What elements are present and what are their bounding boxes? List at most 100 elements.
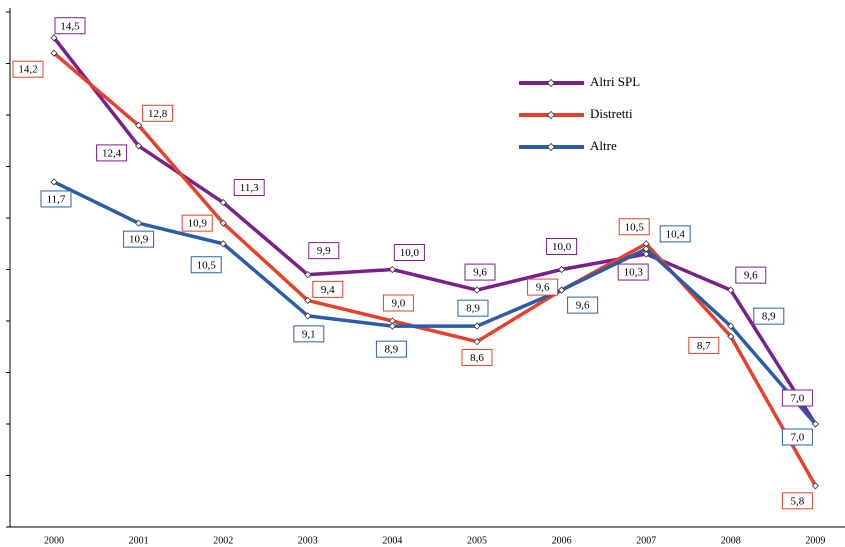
- x-tick-label: 2000: [44, 535, 64, 546]
- label-box: [567, 296, 599, 314]
- data-label: 12,4: [102, 147, 122, 159]
- point-marker: [811, 482, 819, 490]
- point-marker: [50, 49, 58, 57]
- point-marker: [642, 250, 650, 258]
- label-box: [382, 294, 414, 312]
- point-marker: [304, 296, 312, 304]
- point-marker: [50, 34, 58, 42]
- data-label: 10,3: [624, 267, 644, 279]
- data-label: 9,1: [302, 328, 316, 340]
- legend-label: Distretti: [590, 106, 633, 121]
- data-label: 8,9: [385, 344, 399, 356]
- data-label: 9,6: [744, 270, 758, 282]
- point-marker: [388, 265, 396, 274]
- data-label: 9,6: [473, 267, 487, 279]
- label-box: [753, 307, 785, 325]
- label-box: [781, 428, 813, 446]
- point-marker: [473, 338, 481, 346]
- data-label: 8,7: [697, 340, 711, 352]
- data-label: 10,9: [129, 234, 149, 246]
- label-box: [40, 190, 72, 208]
- x-tick-label: 2001: [129, 535, 149, 546]
- data-label: 5,8: [791, 495, 805, 507]
- data-label: 9,4: [321, 284, 335, 296]
- legend-marker: [546, 142, 556, 152]
- label-box: [688, 336, 720, 354]
- x-tick-label: 2008: [721, 535, 741, 546]
- label-box: [457, 299, 489, 317]
- point-marker: [727, 322, 735, 330]
- point-marker: [727, 332, 735, 341]
- data-label: 7,0: [791, 432, 805, 444]
- point-marker: [473, 322, 481, 330]
- x-tick-label: 2007: [636, 535, 656, 546]
- point-marker: [304, 271, 312, 279]
- point-marker: [135, 142, 143, 150]
- label-box: [54, 17, 86, 35]
- label-box: [546, 238, 578, 255]
- data-label: 10,0: [400, 247, 420, 259]
- data-label: 10,5: [625, 221, 645, 233]
- label-box: [464, 263, 496, 281]
- point-marker: [473, 286, 481, 294]
- data-label: 10,9: [188, 218, 208, 230]
- point-marker: [558, 265, 566, 274]
- point-marker: [642, 245, 650, 253]
- label-box: [293, 325, 325, 343]
- label-box: [781, 492, 813, 510]
- series-line: [53, 180, 817, 426]
- data-label: 11,3: [240, 182, 259, 194]
- label-box: [181, 214, 213, 232]
- x-tick-label: 2004: [382, 535, 402, 546]
- data-label: 10,0: [552, 241, 572, 253]
- data-label: 11,7: [47, 193, 66, 205]
- label-box: [142, 104, 174, 122]
- label-box: [393, 244, 425, 261]
- data-label: 10,4: [666, 228, 686, 240]
- point-marker: [388, 322, 396, 330]
- point-marker: [811, 420, 819, 428]
- label-box: [123, 230, 155, 248]
- label-box: [618, 218, 650, 236]
- point-marker: [558, 286, 566, 294]
- data-label: 7,0: [791, 393, 805, 405]
- label-box: [735, 266, 767, 284]
- point-marker: [219, 219, 227, 227]
- label-box: [96, 144, 128, 162]
- label-box: [312, 280, 344, 298]
- label-box: [233, 179, 265, 197]
- x-tick-label: 2003: [298, 535, 318, 546]
- x-tick-label: 2002: [213, 535, 233, 546]
- data-label: 12,8: [148, 108, 168, 120]
- series-line: [52, 51, 817, 487]
- label-box: [308, 242, 340, 260]
- data-label: 10,5: [197, 259, 217, 271]
- legend-label: Altre: [590, 138, 617, 153]
- label-box: [781, 389, 813, 407]
- legend-marker: [546, 78, 556, 88]
- point-marker: [135, 219, 143, 227]
- point-marker: [727, 286, 735, 294]
- data-label: 14,5: [60, 20, 80, 32]
- data-label: 8,9: [466, 303, 480, 315]
- point-marker: [219, 240, 227, 248]
- data-label: 9,9: [317, 245, 331, 257]
- legend-label: Altri SPL: [590, 74, 640, 89]
- data-label: 14,2: [18, 64, 37, 76]
- label-box: [190, 256, 222, 274]
- label-box: [12, 60, 44, 78]
- label-box: [527, 278, 559, 296]
- data-label: 8,6: [470, 352, 484, 364]
- data-label: 8,9: [762, 311, 776, 323]
- point-marker: [219, 198, 227, 207]
- label-box: [617, 263, 649, 281]
- label-box: [375, 340, 407, 358]
- point-marker: [304, 312, 312, 320]
- data-label: 9,6: [576, 300, 590, 312]
- x-tick-label: 2006: [552, 535, 572, 546]
- x-tick-label: 2005: [467, 535, 487, 546]
- label-box: [461, 349, 493, 367]
- x-tick-label: 2009: [805, 535, 825, 546]
- point-marker: [50, 178, 58, 186]
